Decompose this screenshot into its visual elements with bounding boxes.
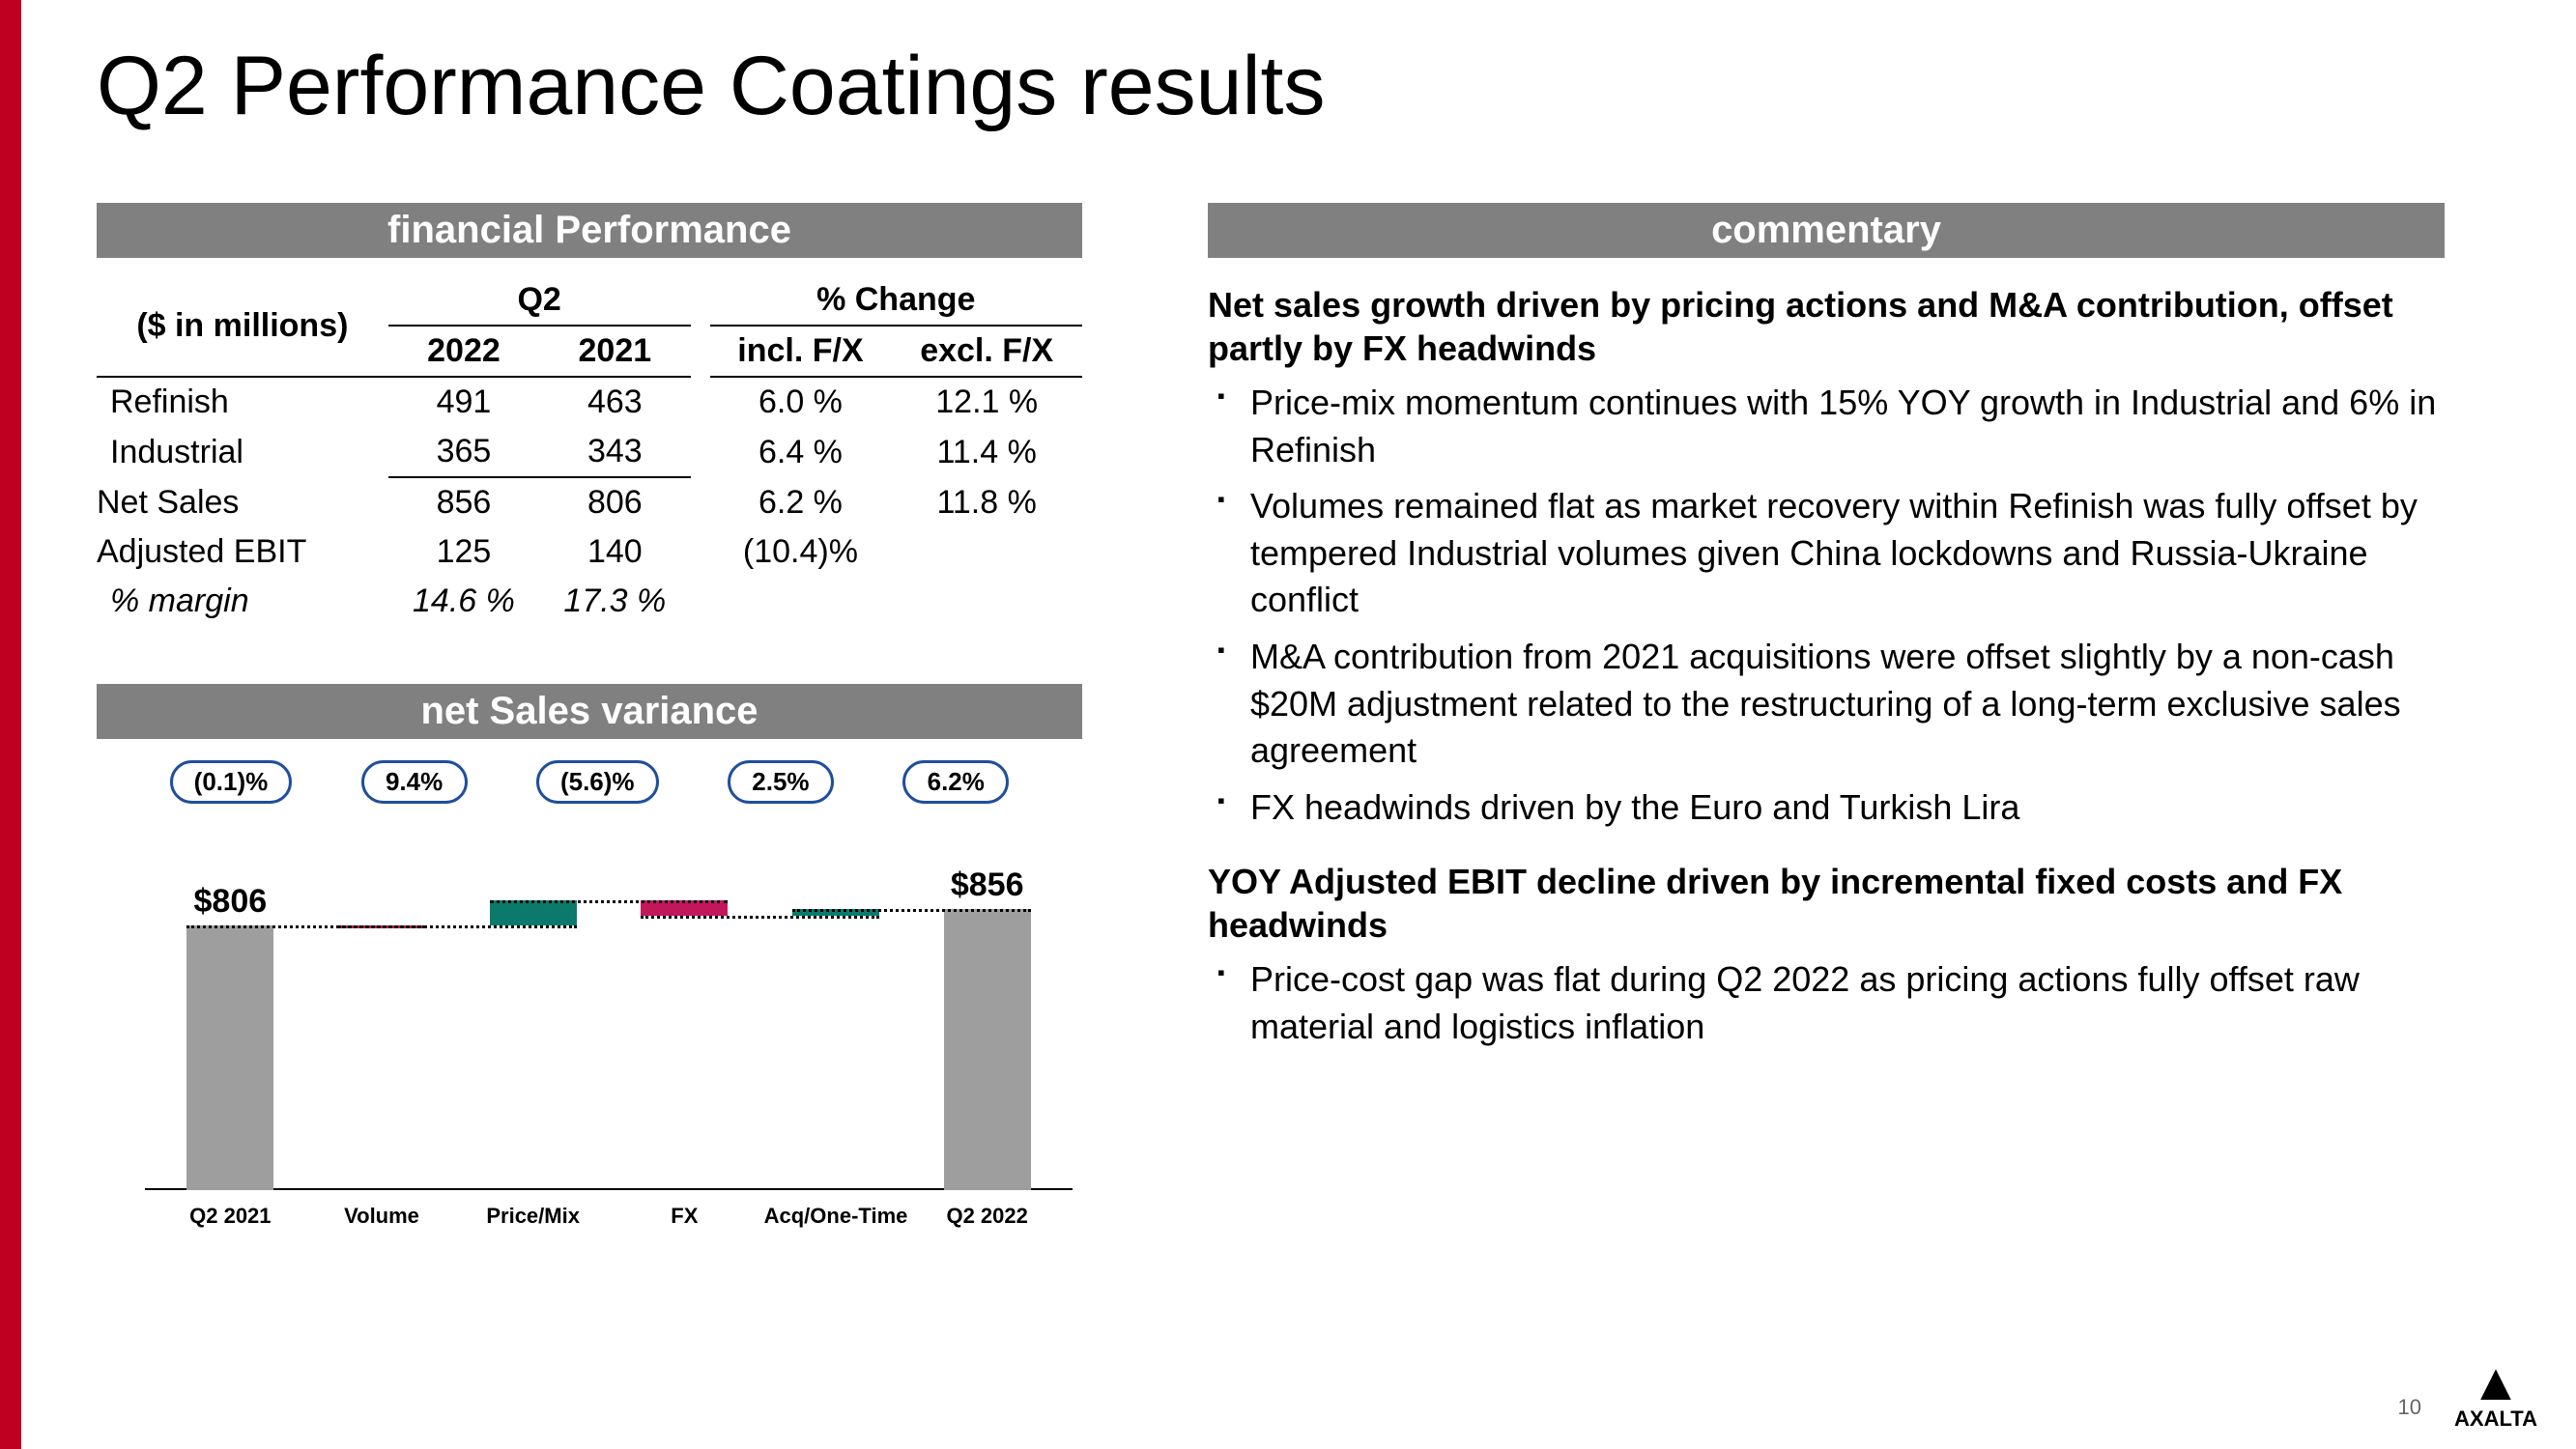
chart-axis	[145, 1188, 1073, 1190]
table-row: Refinish 491 463 6.0 % 12.1 %	[97, 377, 1082, 427]
waterfall-category-label: Volume	[344, 1204, 419, 1229]
waterfall-category-label: Q2 2021	[189, 1204, 271, 1229]
bullet-list: Price-cost gap was flat during Q2 2022 a…	[1208, 956, 2445, 1050]
col-2021: 2021	[539, 326, 690, 377]
table-row: Adjusted EBIT 125 140 (10.4)%	[97, 527, 1082, 577]
waterfall-category-label: Q2 2022	[946, 1204, 1027, 1229]
waterfall-connector	[338, 925, 577, 928]
table-row: Industrial 365 343 6.4 % 11.4 %	[97, 427, 1082, 477]
table-group-q2: Q2	[388, 275, 691, 326]
waterfall-value-label: $856	[951, 867, 1024, 904]
variance-pill: (0.1)%	[170, 760, 293, 804]
bullet-item: M&A contribution from 2021 acquisitions …	[1208, 634, 2445, 775]
variance-section: net Sales variance (0.1)% 9.4% (5.6)% 2.5% 6…	[97, 684, 1082, 1238]
bullet-list: Price-mix momentum continues with 15% YO…	[1208, 380, 2445, 831]
section-header-financial: financial Performance	[97, 203, 1082, 258]
commentary-block: Net sales growth driven by pricing actio…	[1208, 283, 2445, 1051]
logo-icon: ▲	[2454, 1356, 2537, 1408]
pill-row: (0.1)% 9.4% (5.6)% 2.5% 6.2%	[135, 760, 1044, 804]
bullet-item: FX headwinds driven by the Euro and Turk…	[1208, 784, 2445, 832]
col-2022: 2022	[388, 326, 539, 377]
bullet-item: Volumes remained flat as market recovery…	[1208, 483, 2445, 624]
accent-bar	[0, 0, 21, 1449]
waterfall-connector	[490, 900, 729, 903]
bullet-item: Price-cost gap was flat during Q2 2022 a…	[1208, 956, 2445, 1050]
waterfall-bar	[490, 900, 577, 925]
waterfall-value-label: $806	[194, 883, 268, 921]
bullet-item: Price-mix momentum continues with 15% YO…	[1208, 380, 2445, 473]
slide: Q2 Performance Coatings results financia…	[0, 0, 2576, 1449]
variance-pill: 6.2%	[902, 760, 1009, 804]
col-excl: excl. F/X	[891, 326, 1082, 377]
waterfall-connector	[792, 909, 1031, 912]
waterfall-bar	[186, 925, 273, 1190]
waterfall-category-label: FX	[671, 1204, 698, 1229]
table-unit-label: ($ in millions)	[97, 275, 388, 377]
table-group-change: % Change	[710, 275, 1082, 326]
table-row: % margin 14.6 % 17.3 %	[97, 577, 1082, 626]
waterfall-chart: Q2 2021 $806 Volume Price/Mix FX Acq/One-Time…	[97, 833, 1082, 1238]
table-row: Net Sales 856 806 6.2 % 11.8 %	[97, 477, 1082, 527]
waterfall-category-label: Acq/One-Time	[764, 1204, 908, 1229]
page-title: Q2 Performance Coatings results	[97, 39, 1325, 134]
financial-table: ($ in millions) Q2 % Change 2022 2021 in…	[97, 275, 1082, 626]
commentary-heading: Net sales growth driven by pricing actio…	[1208, 283, 2445, 370]
section-header-commentary: commentary	[1208, 203, 2445, 258]
commentary-heading: YOY Adjusted EBIT decline driven by incr…	[1208, 860, 2445, 947]
page-number: 10	[2398, 1395, 2421, 1420]
variance-pill: 9.4%	[361, 760, 468, 804]
logo: ▲ AXALTA	[2454, 1356, 2537, 1430]
col-incl: incl. F/X	[710, 326, 892, 377]
waterfall-category-label: Price/Mix	[486, 1204, 580, 1229]
logo-text: AXALTA	[2454, 1406, 2537, 1431]
section-header-variance: net Sales variance	[97, 684, 1082, 739]
variance-pill: 2.5%	[728, 760, 834, 804]
waterfall-bar	[944, 909, 1031, 1190]
left-column: financial Performance ($ in millions) Q2…	[97, 203, 1082, 1238]
waterfall-connector	[641, 916, 879, 919]
variance-pill: (5.6)%	[536, 760, 659, 804]
right-column: commentary Net sales growth driven by pr…	[1208, 203, 2445, 1080]
